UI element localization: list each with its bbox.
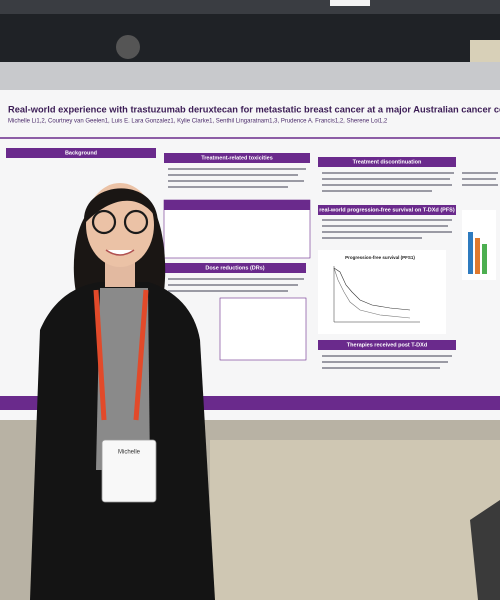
ceiling-vent bbox=[116, 35, 140, 59]
section-header bbox=[164, 263, 306, 273]
bar bbox=[482, 244, 487, 274]
table-header bbox=[164, 200, 310, 210]
section-header bbox=[6, 148, 156, 158]
ceiling-light bbox=[330, 0, 370, 6]
badge bbox=[101, 439, 157, 503]
bar bbox=[475, 238, 480, 274]
ceiling-beam bbox=[0, 0, 500, 14]
section-title: Background bbox=[65, 150, 97, 156]
person: Michelle bbox=[30, 183, 215, 600]
poster-title: Real-world experience with trastuzumab d… bbox=[8, 104, 500, 114]
section-title: Treatment-related toxicities bbox=[201, 155, 273, 161]
chart-title: Progression-free survival (PFS1) bbox=[345, 255, 415, 260]
curve bbox=[333, 267, 411, 311]
section-title: Dose reductions (DRs) bbox=[205, 265, 264, 271]
curve bbox=[333, 267, 411, 319]
floor-light bbox=[210, 440, 500, 600]
section-title: real-world progression-free survival on … bbox=[319, 207, 455, 213]
table bbox=[219, 297, 307, 361]
section-title: Treatment discontinuation bbox=[353, 159, 422, 165]
badge-name: Michelle bbox=[118, 450, 141, 456]
section-header bbox=[164, 153, 310, 163]
section-title: Therapies received post T-DXd bbox=[347, 342, 427, 348]
chart-panel bbox=[318, 250, 446, 334]
chair bbox=[470, 500, 500, 600]
section-header bbox=[318, 205, 456, 215]
body-text bbox=[168, 168, 498, 369]
poster-authors: Michelle Li1,2, Courtney van Geelen1, Lu… bbox=[8, 119, 388, 125]
bar bbox=[468, 232, 473, 274]
section-header bbox=[318, 340, 456, 350]
section-header bbox=[318, 157, 456, 167]
